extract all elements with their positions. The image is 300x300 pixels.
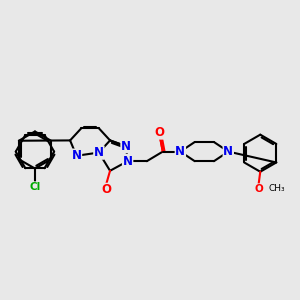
Text: O: O: [254, 184, 263, 194]
Text: O: O: [154, 126, 165, 139]
Text: O: O: [101, 183, 111, 196]
Text: N: N: [121, 140, 131, 153]
Text: N: N: [176, 145, 185, 158]
Text: N: N: [94, 146, 104, 159]
Text: N: N: [71, 149, 82, 162]
Text: CH₃: CH₃: [268, 184, 285, 194]
Text: Cl: Cl: [29, 182, 40, 192]
Text: N: N: [123, 155, 133, 168]
Text: N: N: [223, 145, 233, 158]
